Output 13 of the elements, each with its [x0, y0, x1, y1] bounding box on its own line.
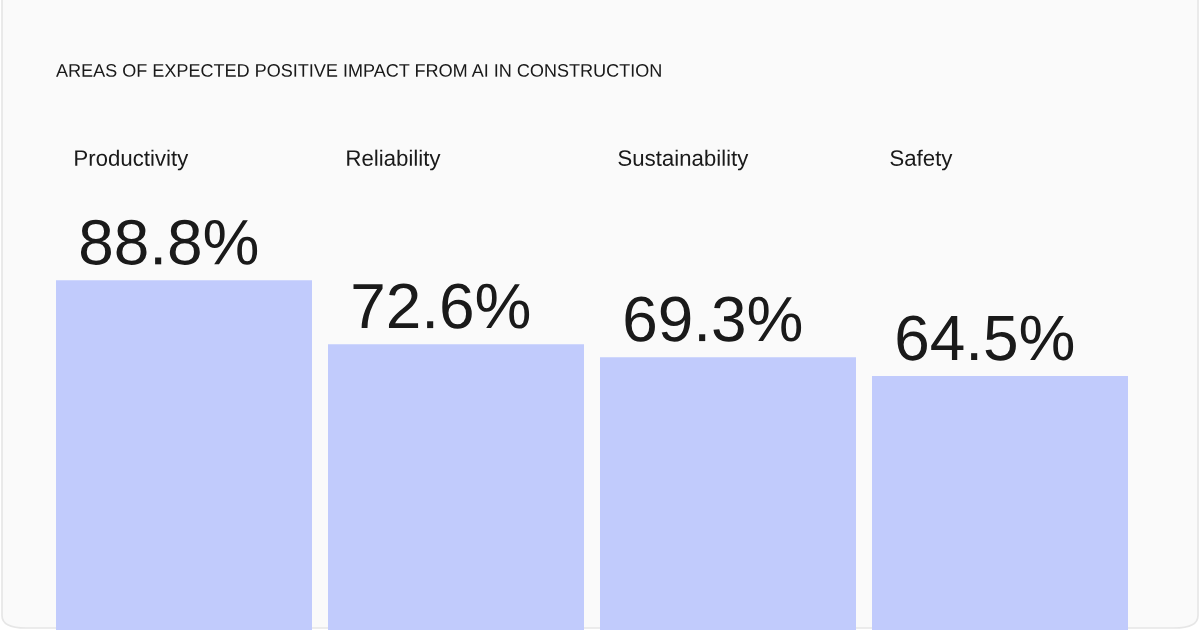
data-label: 69.3%: [625, 296, 802, 342]
bar: [328, 344, 584, 630]
x-tick-label: Productivity: [75, 149, 189, 171]
bar: [872, 376, 1128, 630]
data-label: 64.5%: [897, 315, 1074, 361]
bar: [56, 280, 312, 630]
x-tick-label: Reliability: [347, 149, 441, 171]
chart-title: AREAS OF EXPECTED POSITIVE IMPACT FROM AI IN CONSTRUCTION: [56, 64, 661, 77]
data-label: 88.8%: [81, 219, 258, 265]
x-tick-label: Safety: [890, 149, 953, 171]
data-label: 72.6%: [353, 283, 530, 329]
x-tick-label: Sustainability: [618, 149, 749, 171]
bar: [600, 357, 856, 630]
